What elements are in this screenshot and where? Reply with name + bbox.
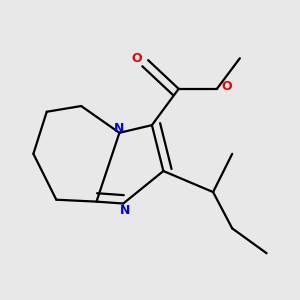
Text: O: O	[221, 80, 232, 93]
Text: N: N	[120, 204, 130, 217]
Text: N: N	[114, 122, 124, 135]
Text: O: O	[131, 52, 142, 65]
